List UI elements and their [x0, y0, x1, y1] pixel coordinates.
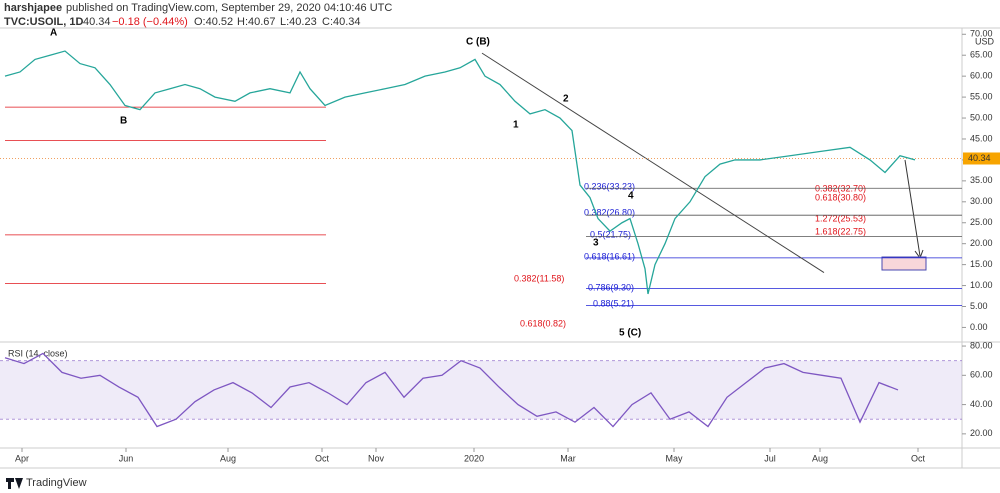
symbol: TVC:USOIL, 1D — [4, 16, 84, 28]
fib-label: 0.618(16.61) — [584, 251, 635, 261]
author: harshjapee — [4, 2, 62, 14]
wave-label: 2 — [563, 94, 569, 105]
x-tick-label: May — [665, 453, 683, 463]
ohlc-high: H:40.67 — [237, 16, 276, 28]
published: published on TradingView.com, September … — [66, 2, 392, 14]
y-tick-label: 80.00 — [970, 340, 993, 350]
fib-label: 0.382(26.80) — [584, 207, 635, 217]
x-tick-label: Aug — [220, 453, 236, 463]
footer: TradingView — [6, 477, 87, 489]
y-tick-label: 55.00 — [970, 91, 993, 101]
fib-label: 0.236(33.23) — [584, 181, 635, 191]
fib-label: 0.618(30.80) — [815, 192, 866, 202]
y-tick-label: 10.00 — [970, 280, 993, 290]
y-tick-label: 65.00 — [970, 50, 993, 60]
fib-label: 0.618(0.82) — [520, 318, 566, 328]
last: 40.34 — [83, 16, 111, 28]
fib-label: 0.5(21.75) — [590, 229, 631, 239]
y-tick-label: 0.00 — [970, 322, 988, 332]
y-tick-label: 40.00 — [970, 399, 993, 409]
last-price-label: 40.34 — [968, 153, 991, 163]
y-tick-label: 60.00 — [970, 71, 993, 81]
wave-label: 3 — [593, 238, 599, 249]
x-tick-label: Mar — [560, 453, 576, 463]
y-tick-label: 25.00 — [970, 217, 993, 227]
x-tick-label: Jul — [764, 453, 776, 463]
wave-labels: A B C (B) 1 2 3 4 5 (C) — [50, 28, 641, 339]
rsi-band — [0, 360, 962, 420]
fib-label: 0.786(9.30) — [588, 282, 634, 292]
last-price-tag — [963, 152, 1000, 165]
wave-label: 1 — [513, 120, 519, 131]
wave-label: C (B) — [466, 37, 490, 48]
y-tick-label: 35.00 — [970, 175, 993, 185]
x-tick-label: Jun — [119, 453, 134, 463]
y-tick-label: 15.00 — [970, 259, 993, 269]
y-tick-label: 30.00 — [970, 196, 993, 206]
y-tick-label: 5.00 — [970, 301, 988, 311]
x-tick-label: 2020 — [464, 453, 484, 463]
x-tick-label: Oct — [315, 453, 330, 463]
ohlc-low: L:40.23 — [280, 16, 317, 28]
y-tick-label: 20.00 — [970, 428, 993, 438]
y-unit: USD — [975, 36, 995, 46]
logo — [6, 478, 23, 489]
arrow — [904, 159, 921, 257]
header: harshjapee published on TradingView.com,… — [4, 2, 392, 28]
change: −0.18 (−0.44%) — [112, 16, 188, 28]
wave-label: 4 — [628, 191, 634, 202]
x-tick-label: Aug — [812, 453, 828, 463]
y-tick-label: 45.00 — [970, 133, 993, 143]
fib-label: 1.618(22.75) — [815, 226, 866, 236]
x-tick-label: Nov — [368, 453, 385, 463]
y-tick-label: 20.00 — [970, 238, 993, 248]
trendline — [481, 52, 825, 273]
fib-label: 1.272(25.53) — [815, 213, 866, 223]
price-line — [4, 352, 899, 428]
y-tick-label: 60.00 — [970, 370, 993, 380]
y-tick-label: 70.00 — [970, 29, 993, 39]
ohlc-open: O:40.52 — [194, 16, 233, 28]
target-box — [881, 256, 927, 271]
fib-label: 0.382(11.58) — [514, 273, 564, 283]
footer-text: TradingView — [26, 477, 87, 489]
ohlc-close: C:40.34 — [322, 16, 361, 28]
price-line — [4, 50, 916, 295]
y-tick-label: 50.00 — [970, 112, 993, 122]
wave-label: A — [50, 28, 57, 39]
x-tick-label: Oct — [911, 453, 926, 463]
x-tick-label: Apr — [15, 453, 29, 463]
wave-label: 5 (C) — [619, 328, 641, 339]
fib-label: 0.88(5.21) — [593, 298, 634, 308]
wave-label: B — [120, 116, 127, 127]
panel-title: RSI (14, close) — [8, 348, 68, 358]
